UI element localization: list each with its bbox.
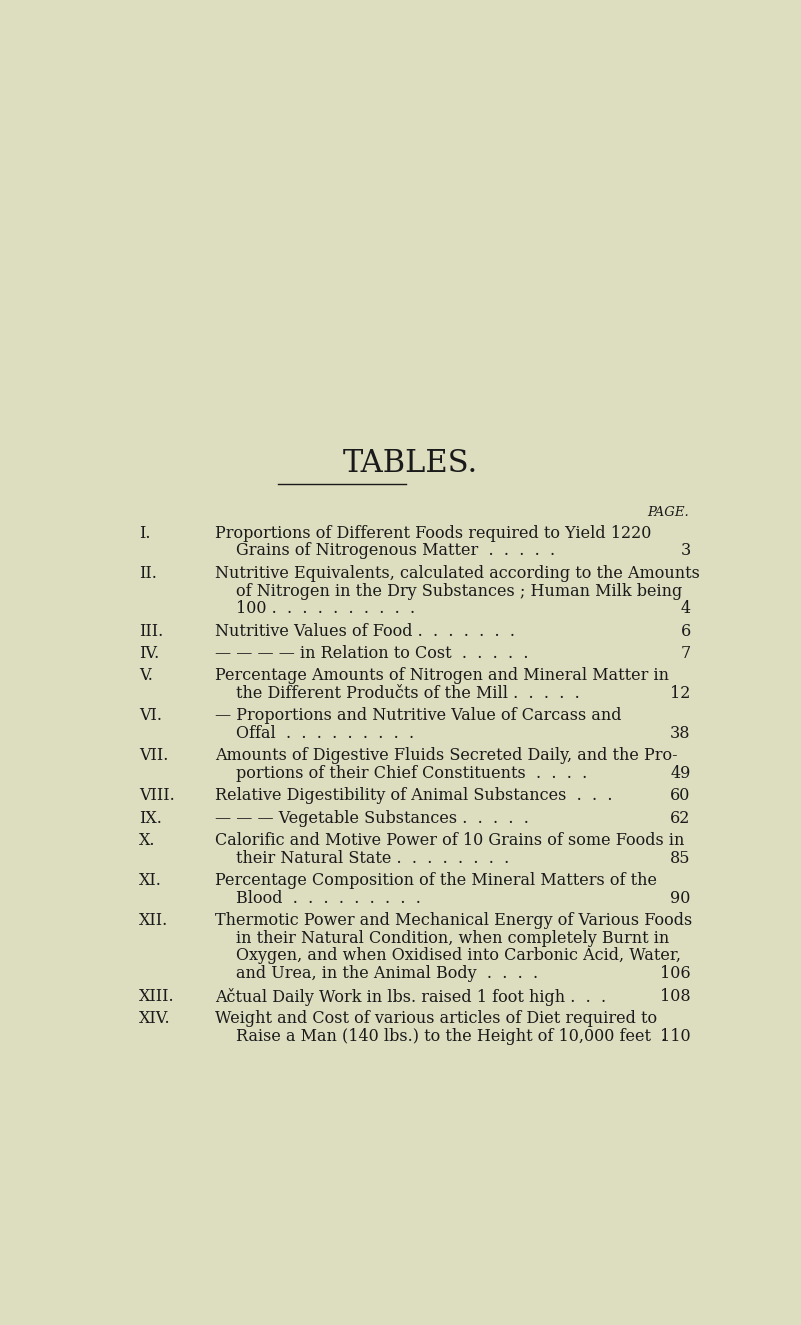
Text: 49: 49	[670, 765, 690, 782]
Text: the Different Produčts of the Mill .  .  .  .  .: the Different Produčts of the Mill . . .…	[235, 685, 579, 702]
Text: II.: II.	[139, 564, 157, 582]
Text: Offal  .  .  .  .  .  .  .  .  .: Offal . . . . . . . . .	[235, 725, 414, 742]
Text: Relative Digestibility of Animal Substances  .  .  .: Relative Digestibility of Animal Substan…	[215, 787, 612, 804]
Text: — Proportions and Nutritive Value of Carcass and: — Proportions and Nutritive Value of Car…	[215, 708, 622, 725]
Text: in their Natural Condition, when completely Burnt in: in their Natural Condition, when complet…	[235, 930, 669, 947]
Text: Nutritive Equivalents, calculated according to the Amounts: Nutritive Equivalents, calculated accord…	[215, 564, 700, 582]
Text: Grains of Nitrogenous Matter  .  .  .  .  .: Grains of Nitrogenous Matter . . . . .	[235, 542, 555, 559]
Text: 6: 6	[680, 623, 690, 640]
Text: 3: 3	[680, 542, 690, 559]
Text: and Urea, in the Animal Body  .  .  .  .: and Urea, in the Animal Body . . . .	[235, 965, 538, 982]
Text: Blood  .  .  .  .  .  .  .  .  .: Blood . . . . . . . . .	[235, 889, 421, 906]
Text: XI.: XI.	[139, 872, 162, 889]
Text: 4: 4	[681, 600, 690, 617]
Text: IX.: IX.	[139, 810, 162, 827]
Text: — — — Vegetable Substances .  .  .  .  .: — — — Vegetable Substances . . . . .	[215, 810, 529, 827]
Text: X.: X.	[139, 832, 155, 849]
Text: 12: 12	[670, 685, 690, 702]
Text: Oxygen, and when Oxidised into Carbonic Acid, Water,: Oxygen, and when Oxidised into Carbonic …	[235, 947, 681, 965]
Text: of Nitrogen in the Dry Substances ; Human Milk being: of Nitrogen in the Dry Substances ; Huma…	[235, 583, 682, 599]
Text: VII.: VII.	[139, 747, 168, 765]
Text: 7: 7	[680, 645, 690, 662]
Text: portions of their Chief Constituents  .  .  .  .: portions of their Chief Constituents . .…	[235, 765, 587, 782]
Text: 38: 38	[670, 725, 690, 742]
Text: V.: V.	[139, 668, 153, 684]
Text: 110: 110	[660, 1028, 690, 1044]
Text: XIII.: XIII.	[139, 987, 175, 1004]
Text: XII.: XII.	[139, 912, 168, 929]
Text: 62: 62	[670, 810, 690, 827]
Text: 85: 85	[670, 849, 690, 867]
Text: VI.: VI.	[139, 708, 162, 725]
Text: I.: I.	[139, 525, 151, 542]
Text: 100 .  .  .  .  .  .  .  .  .  .: 100 . . . . . . . . . .	[235, 600, 415, 617]
Text: Proportions of Different Foods required to Yield 1220: Proportions of Different Foods required …	[215, 525, 651, 542]
Text: III.: III.	[139, 623, 163, 640]
Text: 60: 60	[670, 787, 690, 804]
Text: Ačtual Daily Work in lbs. raised 1 foot high .  .  .: Ačtual Daily Work in lbs. raised 1 foot …	[215, 987, 606, 1006]
Text: 108: 108	[660, 987, 690, 1004]
Text: — — — — in Relation to Cost  .  .  .  .  .: — — — — in Relation to Cost . . . . .	[215, 645, 529, 662]
Text: 90: 90	[670, 889, 690, 906]
Text: Nutritive Values of Food .  .  .  .  .  .  .: Nutritive Values of Food . . . . . . .	[215, 623, 515, 640]
Text: Raise a Man (140 lbs.) to the Height of 10,000 feet  .: Raise a Man (140 lbs.) to the Height of …	[235, 1028, 666, 1044]
Text: Weight and Cost of various articles of Diet required to: Weight and Cost of various articles of D…	[215, 1010, 657, 1027]
Text: Percentage Composition of the Mineral Matters of the: Percentage Composition of the Mineral Ma…	[215, 872, 657, 889]
Text: PAGE.: PAGE.	[647, 506, 689, 518]
Text: Thermotic Power and Mechanical Energy of Various Foods: Thermotic Power and Mechanical Energy of…	[215, 912, 692, 929]
Text: TABLES.: TABLES.	[343, 448, 477, 478]
Text: XIV.: XIV.	[139, 1010, 171, 1027]
Text: 106: 106	[660, 965, 690, 982]
Text: Calorific and Motive Power of 10 Grains of some Foods in: Calorific and Motive Power of 10 Grains …	[215, 832, 684, 849]
Text: Amounts of Digestive Fluids Secreted Daily, and the Pro-: Amounts of Digestive Fluids Secreted Dai…	[215, 747, 678, 765]
Text: IV.: IV.	[139, 645, 159, 662]
Text: VIII.: VIII.	[139, 787, 175, 804]
Text: their Natural State .  .  .  .  .  .  .  .: their Natural State . . . . . . . .	[235, 849, 509, 867]
Text: Percentage Amounts of Nitrogen and Mineral Matter in: Percentage Amounts of Nitrogen and Miner…	[215, 668, 669, 684]
